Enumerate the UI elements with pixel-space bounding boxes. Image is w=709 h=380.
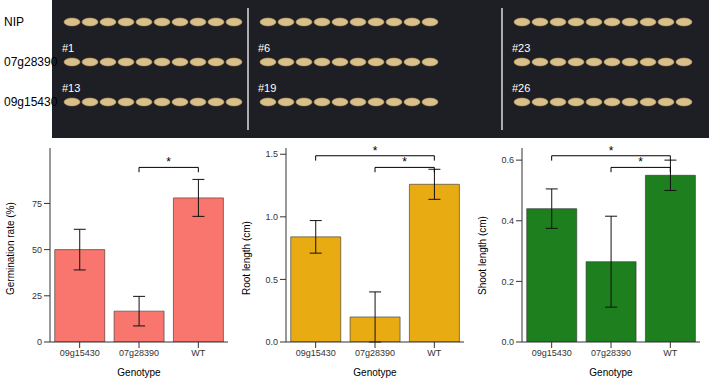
svg-text:#19: #19 (258, 82, 276, 94)
svg-text:0.0: 0.0 (265, 337, 278, 347)
svg-text:Germination rate (%): Germination rate (%) (5, 202, 16, 295)
svg-text:*: * (166, 155, 171, 169)
svg-text:07g28390: 07g28390 (119, 348, 159, 358)
svg-text:1.0: 1.0 (265, 212, 278, 222)
svg-text:Genotype: Genotype (117, 367, 161, 378)
svg-text:Genotype: Genotype (353, 367, 397, 378)
svg-text:07g28390: 07g28390 (4, 55, 58, 69)
svg-text:0: 0 (37, 337, 42, 347)
svg-text:*: * (402, 155, 407, 169)
svg-text:07g28390: 07g28390 (591, 348, 631, 358)
svg-text:*: * (373, 144, 378, 158)
svg-text:75: 75 (32, 199, 42, 209)
svg-text:NIP: NIP (4, 15, 24, 29)
svg-text:WT: WT (191, 348, 205, 358)
svg-text:#13: #13 (62, 82, 80, 94)
svg-text:09g15430: 09g15430 (532, 348, 572, 358)
svg-text:07g28390: 07g28390 (355, 348, 395, 358)
svg-text:Genotype: Genotype (589, 367, 633, 378)
svg-text:*: * (609, 144, 614, 158)
svg-text:*: * (638, 155, 643, 169)
svg-text:25: 25 (32, 291, 42, 301)
svg-text:1.5: 1.5 (265, 149, 278, 159)
svg-text:#1: #1 (62, 42, 74, 54)
svg-text:WT: WT (663, 348, 677, 358)
svg-text:0.6: 0.6 (501, 155, 514, 165)
svg-text:0.4: 0.4 (501, 216, 514, 226)
svg-text:50: 50 (32, 245, 42, 255)
svg-text:Root length (cm): Root length (cm) (241, 221, 252, 295)
svg-text:#6: #6 (258, 42, 270, 54)
svg-text:09g15430: 09g15430 (60, 348, 100, 358)
svg-text:0.2: 0.2 (501, 277, 514, 287)
svg-text:0.0: 0.0 (501, 337, 514, 347)
svg-text:#23: #23 (512, 42, 530, 54)
svg-text:0.5: 0.5 (265, 275, 278, 285)
svg-text:Shoot length (cm): Shoot length (cm) (477, 216, 488, 295)
svg-text:09g15430: 09g15430 (4, 95, 58, 109)
svg-text:09g15430: 09g15430 (296, 348, 336, 358)
svg-text:#26: #26 (512, 82, 530, 94)
svg-text:WT: WT (427, 348, 441, 358)
